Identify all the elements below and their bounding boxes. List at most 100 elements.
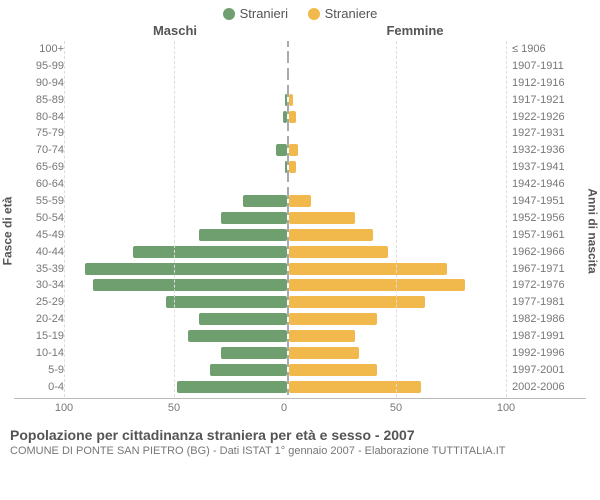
birth-label: 1912-1916 [509, 77, 570, 89]
birth-label: 1922-1926 [509, 111, 570, 123]
birth-label: 1977-1981 [509, 296, 570, 308]
bar-female [289, 229, 373, 241]
bar-female [289, 364, 377, 376]
bar-right-wrap [289, 144, 509, 156]
bar-male [93, 279, 287, 291]
bar-female [289, 212, 355, 224]
age-label: 80-84 [14, 111, 67, 123]
birth-label: 1972-1976 [509, 279, 570, 291]
bar-right-wrap [289, 178, 509, 190]
birth-label: 1927-1931 [509, 127, 570, 139]
legend-item-stranieri: Stranieri [223, 6, 288, 21]
chart-rows: 100+≤ 190695-991907-191190-941912-191685… [14, 41, 586, 397]
bar-female [289, 195, 311, 207]
bar-right-wrap [289, 161, 509, 173]
birth-label: 1947-1951 [509, 195, 570, 207]
bar-right-wrap [289, 77, 509, 89]
x-tick: 50 [168, 402, 180, 414]
bar-male [210, 364, 287, 376]
birth-label: 1942-1946 [509, 178, 570, 190]
bar-male [285, 161, 287, 173]
bar-male [188, 330, 287, 342]
bar-female [289, 347, 359, 359]
bar-left-wrap [67, 330, 287, 342]
chart-row: 60-641942-1946 [14, 176, 586, 193]
chart-row: 15-191987-1991 [14, 328, 586, 345]
bar-left-wrap [67, 94, 287, 106]
bar-right-wrap [289, 111, 509, 123]
bar-right-wrap [289, 313, 509, 325]
column-headers: Maschi Femmine [0, 23, 600, 41]
chart-row: 40-441962-1966 [14, 243, 586, 260]
gridline [506, 41, 507, 397]
bar-female [289, 313, 377, 325]
chart-area: Fasce di età Anni di nascita 100+≤ 1906 9… [0, 41, 600, 421]
bar-right-wrap [289, 127, 509, 139]
age-label: 95-99 [14, 60, 67, 72]
chart-row: 100+≤ 1906 [14, 41, 586, 58]
age-label: 85-89 [14, 94, 67, 106]
age-label: 75-79 [14, 127, 67, 139]
legend: Stranieri Straniere [0, 0, 600, 23]
age-label: 20-24 [14, 313, 67, 325]
bar-left-wrap [67, 77, 287, 89]
birth-label: 1957-1961 [509, 229, 570, 241]
chart-row: 70-741932-1936 [14, 142, 586, 159]
bar-male [276, 144, 287, 156]
bar-male [199, 313, 287, 325]
bar-male [85, 263, 287, 275]
bar-female [289, 246, 388, 258]
chart-row: 65-69 1937-1941 [14, 159, 586, 176]
legend-swatch-right [308, 8, 320, 20]
age-label: 35-39 [14, 263, 67, 275]
bar-female [289, 111, 296, 123]
x-tick: 100 [55, 402, 73, 414]
bar-left-wrap [67, 246, 287, 258]
y-axis-title-right-text: Anni di nascita [586, 188, 600, 273]
bar-left-wrap [67, 43, 287, 55]
bar-female [289, 144, 298, 156]
bar-left-wrap [67, 161, 287, 173]
bar-left-wrap [67, 279, 287, 291]
bar-left-wrap [67, 111, 287, 123]
gridline [64, 41, 65, 397]
x-axis: 10050050100 [14, 398, 586, 421]
bar-male [177, 381, 287, 393]
chart-subtitle: COMUNE DI PONTE SAN PIETRO (BG) - Dati I… [10, 445, 590, 457]
bar-right-wrap [289, 330, 509, 342]
bar-left-wrap [67, 263, 287, 275]
bar-male [243, 195, 287, 207]
bar-right-wrap [289, 94, 509, 106]
bar-left-wrap [67, 144, 287, 156]
bar-left-wrap [67, 313, 287, 325]
chart-row: 45-49 1957-1961 [14, 226, 586, 243]
legend-label-right: Straniere [325, 6, 378, 21]
bar-right-wrap [289, 60, 509, 72]
bar-left-wrap [67, 381, 287, 393]
gridline [174, 41, 175, 397]
x-tick: 50 [390, 402, 402, 414]
age-label: 15-19 [14, 330, 67, 342]
footer: Popolazione per cittadinanza straniera p… [0, 421, 600, 457]
legend-label-left: Stranieri [240, 6, 288, 21]
bar-male [199, 229, 287, 241]
birth-label: 1917-1921 [509, 94, 570, 106]
bar-right-wrap [289, 43, 509, 55]
bar-left-wrap [67, 127, 287, 139]
age-label: 70-74 [14, 144, 67, 156]
bar-female [289, 161, 296, 173]
x-tick: 0 [281, 402, 287, 414]
bar-left-wrap [67, 212, 287, 224]
bar-right-wrap [289, 246, 509, 258]
bar-female [289, 296, 425, 308]
age-label: 45-49 [14, 229, 67, 241]
birth-label: 2002-2006 [509, 381, 570, 393]
age-label: 65-69 [14, 161, 67, 173]
bar-female [289, 279, 465, 291]
chart-row: 55-591947-1951 [14, 193, 586, 210]
birth-label: 1937-1941 [509, 161, 570, 173]
y-axis-title-left-text: Fasce di età [0, 196, 14, 265]
bar-right-wrap [289, 279, 509, 291]
chart-row: 75-79 1927-1931 [14, 125, 586, 142]
bar-male [283, 111, 287, 123]
